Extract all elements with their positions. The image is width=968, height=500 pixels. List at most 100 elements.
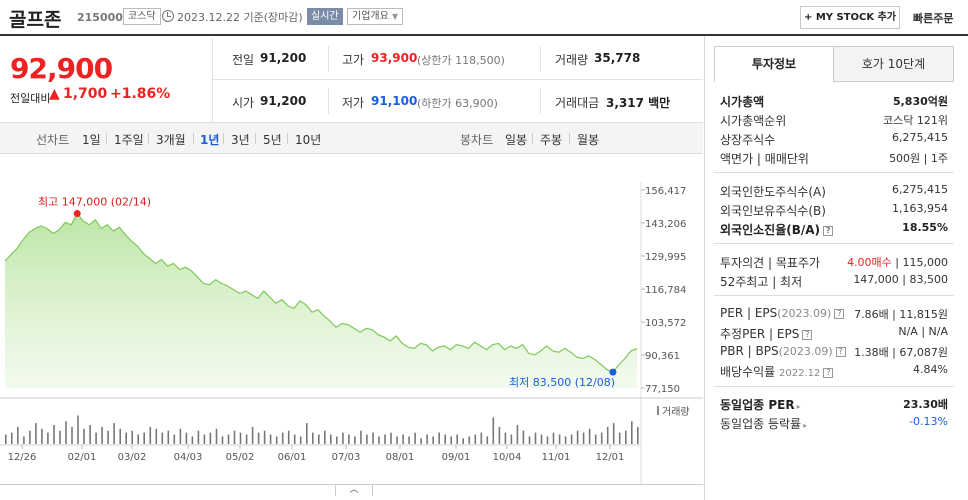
upper-limit: (상한가 118,500) <box>417 54 505 67</box>
low-value: 91,100 <box>371 94 418 108</box>
volume-bar <box>450 436 452 444</box>
low-label: 저가 <box>342 96 365 110</box>
volume-bar <box>173 434 176 444</box>
volume-bar <box>245 434 248 444</box>
candle-daily[interactable]: 일봉 <box>505 133 528 147</box>
dividend-period: 2022.12 <box>779 368 821 379</box>
volume-bar <box>191 436 194 444</box>
volume-bar <box>462 438 464 444</box>
x-tick-label: 08/01 <box>386 452 415 463</box>
volume-bar <box>251 426 254 444</box>
stock-header <box>0 0 968 36</box>
volume-bar <box>119 428 121 444</box>
help-icon[interactable]: ? <box>802 329 813 340</box>
quick-order-button[interactable]: 빠른주문 <box>913 12 954 25</box>
range-3m[interactable]: 3개월 <box>156 133 186 147</box>
divider <box>287 133 288 144</box>
help-icon[interactable]: ? <box>823 225 834 236</box>
open-value: 91,200 <box>260 94 307 108</box>
market-cap-rank-value: 코스닥 121위 <box>883 114 948 127</box>
volume-bar <box>215 428 218 444</box>
volume-bar <box>534 432 537 444</box>
range-1d[interactable]: 1일 <box>82 133 101 147</box>
help-icon[interactable]: ? <box>834 308 845 319</box>
volume-bar <box>275 436 278 444</box>
divider <box>212 38 213 122</box>
volume-bar <box>594 434 597 444</box>
divider <box>213 79 703 80</box>
candle-monthly[interactable]: 월봉 <box>577 133 600 147</box>
chart-range-bar <box>0 122 703 154</box>
range-1y[interactable]: 1년 <box>200 133 220 147</box>
volume-bar <box>540 434 543 444</box>
tab-invest-info[interactable]: 투자정보 <box>714 46 834 82</box>
foreign-hold-label: 외국인보유주식수(B) <box>720 204 826 218</box>
volume-bar <box>372 432 374 444</box>
volume-bar <box>203 434 206 444</box>
volume-bar <box>167 430 170 444</box>
candle-weekly[interactable]: 주봉 <box>540 133 563 147</box>
volume-bar <box>384 434 386 444</box>
volume-label: 거래량 <box>555 53 589 67</box>
x-tick-label: 09/01 <box>442 452 471 463</box>
volume-bar <box>263 430 266 444</box>
divider <box>148 133 149 144</box>
x-tick-label: 03/02 <box>118 452 147 463</box>
volume-bar <box>59 430 61 444</box>
price-chart[interactable]: 156,417 143,206 129,995 116,784 103,572 90,36… <box>0 154 703 500</box>
foreign-ratio-label: 외국인소진율(B/A) <box>720 223 821 237</box>
collapse-chart-button[interactable]: ︿ <box>335 484 373 496</box>
volume-bar <box>65 421 67 444</box>
high-label: 고가 <box>342 53 365 67</box>
market-cap-label: 시가총액 <box>720 95 765 109</box>
divider <box>532 133 533 144</box>
pbr-label: PBR | BPS <box>720 344 779 358</box>
range-1w[interactable]: 1주일 <box>114 133 144 147</box>
volume-bar <box>456 434 458 444</box>
sector-change-label: 동일업종 등락률 <box>720 417 802 431</box>
volume-bar <box>408 436 410 444</box>
sector-change-row[interactable]: 동일업종 등락률 ▸ <box>720 415 807 432</box>
volume-bar <box>486 436 489 444</box>
volume-bar <box>438 432 440 444</box>
volume-bar <box>23 436 25 444</box>
tab-quote-10[interactable]: 호가 10단계 <box>833 46 954 82</box>
chevron-right-icon: ▸ <box>803 421 808 430</box>
stock-code: 215000 <box>77 11 123 24</box>
high-annotation: 최고 147,000 (02/14) <box>38 196 151 209</box>
realtime-badge[interactable]: 실시간 <box>307 8 343 25</box>
range-10y[interactable]: 10년 <box>295 133 322 147</box>
volume-bar <box>137 434 139 444</box>
volume-value: 35,778 <box>594 51 641 65</box>
y-tick-label: 103,572 <box>645 318 686 329</box>
y-tick-label: 156,417 <box>645 186 686 197</box>
volume-bar <box>354 436 356 444</box>
change-value: 1,700 <box>63 86 108 102</box>
line-chart-label: 선차트 <box>36 133 70 147</box>
volume-bar <box>35 423 37 444</box>
volume-bar <box>378 436 380 444</box>
high-marker <box>73 210 81 218</box>
volume-bar <box>281 432 284 444</box>
help-icon[interactable]: ? <box>835 346 846 357</box>
company-info-dropdown[interactable]: 기업개요 ▼ <box>347 8 404 25</box>
range-5y[interactable]: 5년 <box>263 133 282 147</box>
volume-bar <box>546 436 549 444</box>
volume-bar <box>432 436 434 444</box>
x-tick-label: 11/01 <box>542 452 571 463</box>
help-icon[interactable]: ? <box>823 367 834 378</box>
volume-bar <box>631 421 633 444</box>
volume-bar <box>336 436 338 444</box>
foreign-hold-value: 1,163,954 <box>892 202 948 215</box>
company-info-label: 기업개요 <box>352 11 389 22</box>
foreign-ratio-value: 18.55% <box>902 221 948 234</box>
52w-label: 52주최고 | 최저 <box>720 275 803 289</box>
x-tick-label: 06/01 <box>278 452 307 463</box>
stock-name: 골프존 <box>9 9 62 31</box>
up-arrow-icon: ▲ <box>49 86 60 102</box>
add-my-stock-button[interactable]: + MY STOCK 추가 <box>800 6 900 29</box>
range-3y[interactable]: 3년 <box>231 133 250 147</box>
divider <box>328 46 329 72</box>
sector-per-row[interactable]: 동일업종 PER ▸ <box>720 396 801 413</box>
prev-close-label: 전일 <box>232 53 255 67</box>
